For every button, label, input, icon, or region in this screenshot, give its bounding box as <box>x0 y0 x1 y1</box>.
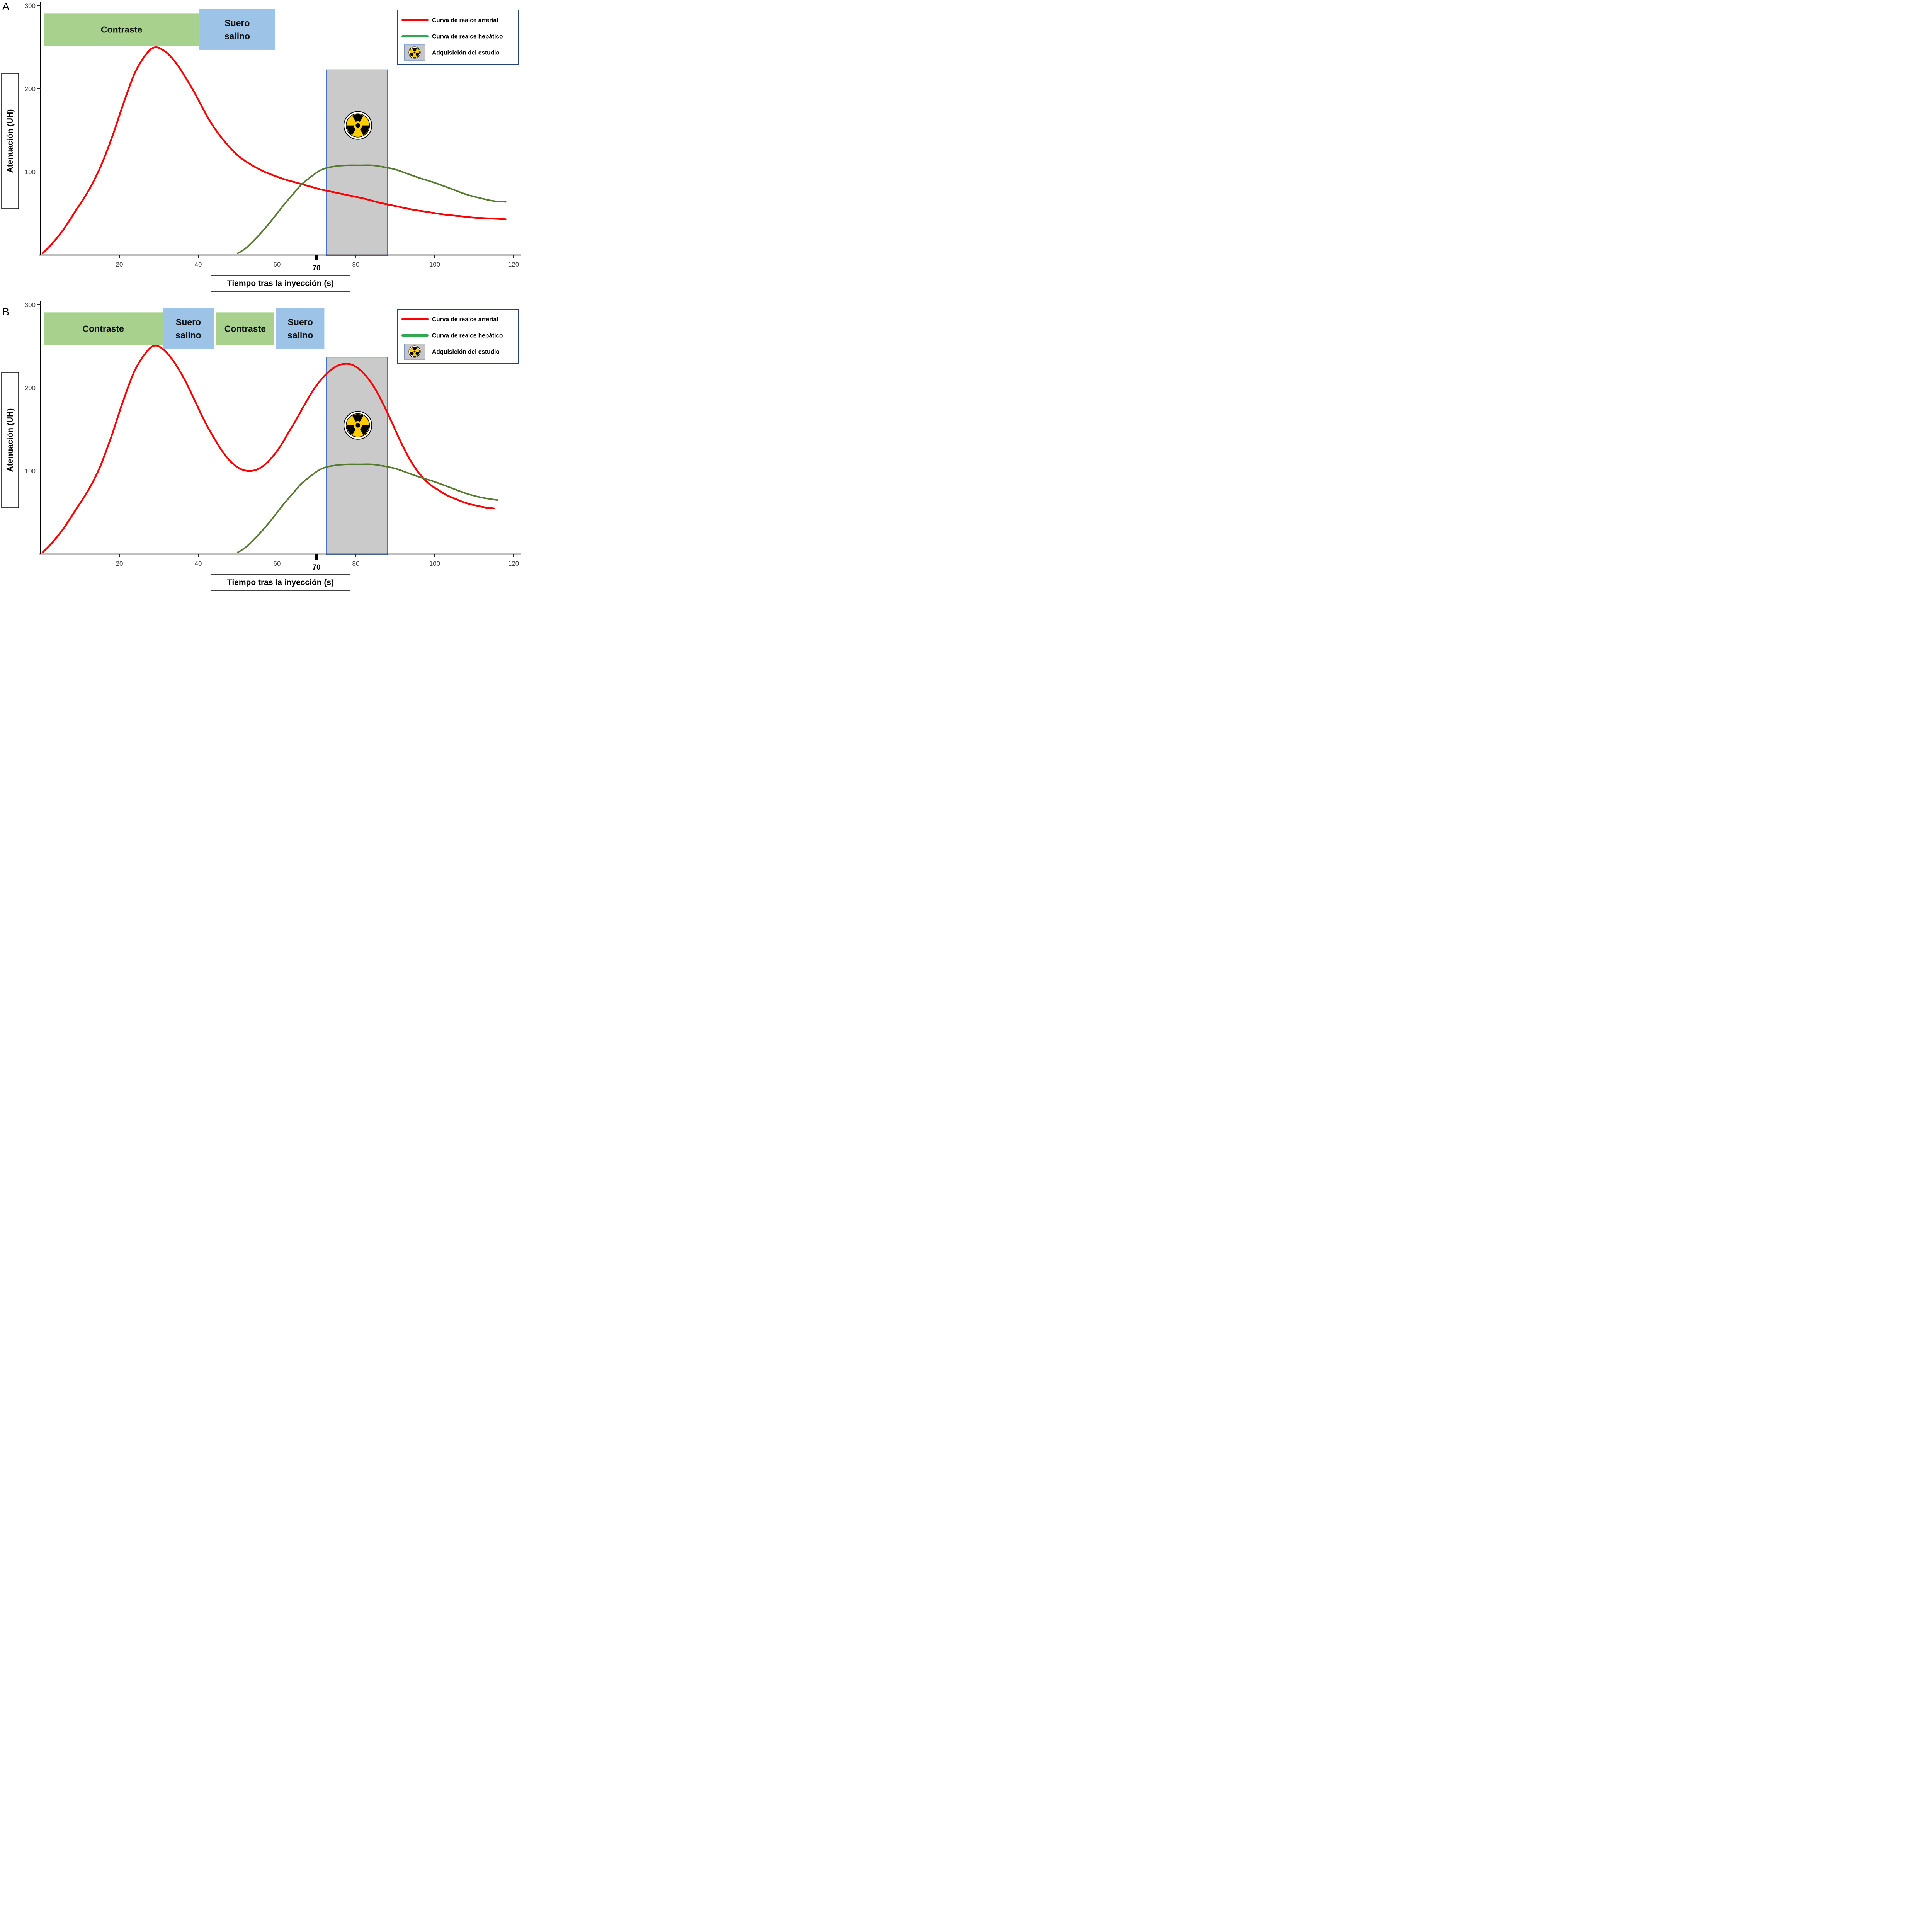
x-tick-label: 100 <box>429 560 440 567</box>
legend-item: Adquisición del estudio <box>404 344 500 360</box>
x-tick-label: 80 <box>352 261 360 268</box>
legend-label: Curva de realce arterial <box>432 17 498 24</box>
saline-band-rect <box>276 308 325 349</box>
x-tick-label: 80 <box>352 560 360 567</box>
x-tick-label: 20 <box>116 261 123 268</box>
legend-label: Curva de realce hepático <box>432 34 503 40</box>
y-tick-label: 200 <box>25 85 36 93</box>
legend-item: Curva de realce arterial <box>401 17 498 24</box>
panel-a-label: A <box>2 1 10 12</box>
x-axis-label-box: Tiempo tras la inyección (s) <box>211 275 350 292</box>
figure: A Contraste Suero salino 20 40 60 80 100 120 70 10… <box>0 0 528 598</box>
y-tick-label: 200 <box>25 384 36 392</box>
legend-item: Curva de realce arterial <box>401 316 498 323</box>
y-axis-label-box: Atenuación (UH) <box>1 372 19 508</box>
legend: Curva de realce arterial Curva de realce … <box>397 10 519 65</box>
legend-label: Curva de realce arterial <box>432 316 498 323</box>
x-tick-label: 120 <box>508 261 519 268</box>
contrast-band-rect <box>44 13 200 46</box>
y-axis-label: Atenuación (UH) <box>6 109 15 173</box>
x-tick-label-70: 70 <box>312 264 320 272</box>
contrast-band: Contraste <box>44 312 163 345</box>
arterial-curve <box>41 46 507 254</box>
x-tick-label: 100 <box>429 261 440 268</box>
saline-band: Suero salino <box>199 9 275 50</box>
radiation-icon <box>344 411 372 440</box>
legend-item: Curva de realce hepático <box>401 34 503 40</box>
hepatic-curve <box>237 463 499 553</box>
arterial-curve <box>41 344 495 553</box>
acquisition-window <box>326 357 388 555</box>
band-label: salino <box>175 330 201 340</box>
panel-a-chart: Contraste Suero salino 20 40 60 80 100 120 70 100 2… <box>1 2 521 292</box>
band-label: salino <box>287 330 313 340</box>
x-tick-label: 40 <box>195 560 202 567</box>
x-tick-label: 60 <box>274 261 281 268</box>
panel-b-chart: Contraste Suero salino Contraste Suero salino… <box>1 301 521 591</box>
saline-band-rect <box>163 308 214 349</box>
legend-item: Adquisición del estudio <box>404 44 500 61</box>
x-tick-label-70: 70 <box>312 563 320 571</box>
x-tick-label: 40 <box>195 261 202 268</box>
contrast-band: Contraste <box>44 13 200 46</box>
saline-band: Suero salino <box>163 308 214 349</box>
legend-label: Adquisición del estudio <box>432 349 500 355</box>
y-axis-label: Atenuación (UH) <box>6 408 15 472</box>
x-axis-label: Tiempo tras la inyección (s) <box>227 578 334 587</box>
y-tick-label: 100 <box>25 168 36 176</box>
x-axis-label-box: Tiempo tras la inyección (s) <box>211 574 350 591</box>
band-label: Suero <box>224 18 250 28</box>
saline-band: Suero salino <box>276 308 325 349</box>
x-axis-label: Tiempo tras la inyección (s) <box>227 279 334 288</box>
x-tick-label: 20 <box>116 560 123 567</box>
panel-b-label: B <box>2 306 10 318</box>
band-label: Suero <box>176 317 201 327</box>
hepatic-curve <box>237 164 507 254</box>
band-label: Contraste <box>224 323 266 333</box>
band-label: salino <box>224 31 250 41</box>
y-axis-label-box: Atenuación (UH) <box>1 73 19 209</box>
band-label: Contraste <box>83 323 124 333</box>
x-tick-label: 120 <box>508 560 519 567</box>
legend-label: Adquisición del estudio <box>432 50 500 56</box>
radiation-icon <box>408 46 421 59</box>
legend: Curva de realce arterial Curva de realce … <box>397 309 519 364</box>
band-label: Suero <box>288 317 313 327</box>
acquisition-window <box>326 69 388 256</box>
band-label: Contraste <box>101 24 142 34</box>
x-tick-label: 60 <box>274 560 281 567</box>
y-tick-label: 300 <box>25 2 36 10</box>
radiation-icon <box>408 345 421 358</box>
contrast-band-rect <box>216 312 274 345</box>
radiation-icon <box>344 111 372 140</box>
y-tick-label: 300 <box>25 301 36 309</box>
saline-band-rect <box>199 9 275 50</box>
contrast-band: Contraste <box>216 312 274 345</box>
legend-label: Curva de realce hepático <box>432 333 503 339</box>
legend-item: Curva de realce hepático <box>401 333 503 339</box>
y-tick-label: 100 <box>25 468 36 475</box>
contrast-band-rect <box>44 312 163 345</box>
